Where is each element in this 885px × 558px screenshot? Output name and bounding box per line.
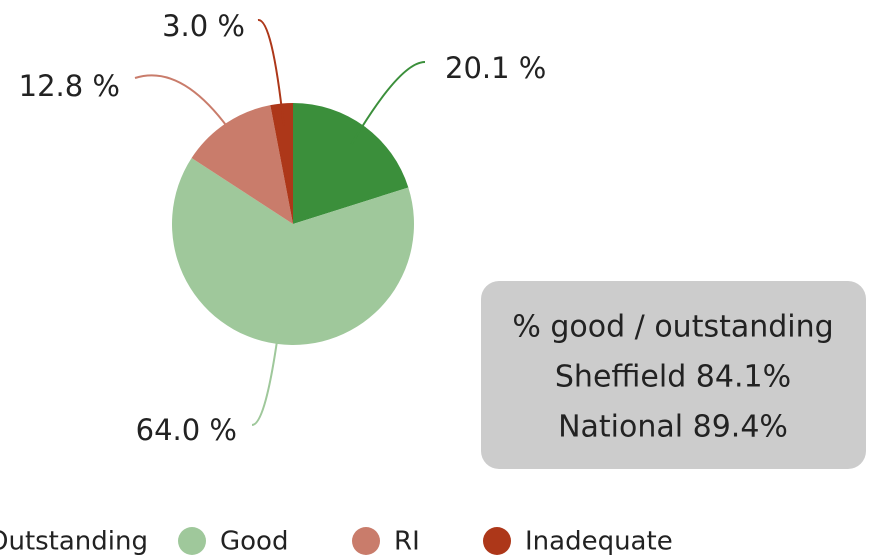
leader-line (350, 61, 426, 145)
pie-slice (171, 157, 414, 346)
legend-label: Good (220, 527, 288, 557)
annotation-line: Sheffield 84.1% (555, 360, 791, 395)
leader-line (134, 74, 239, 143)
data-label: 12.8 % (19, 69, 120, 103)
leader-line (251, 322, 281, 426)
data-label: 20.1 % (445, 51, 546, 85)
pie-slice (270, 103, 293, 224)
pie-slice (191, 105, 293, 224)
leader-line (257, 19, 285, 126)
data-label: 64.0 % (136, 413, 237, 447)
legend-swatch (483, 527, 511, 555)
annotation-box (481, 281, 866, 469)
legend-label: RI (394, 527, 420, 557)
legend-label: Outstanding (0, 527, 148, 557)
annotation-line: National 89.4% (558, 410, 788, 445)
legend-swatch (178, 527, 206, 555)
pie-slice (293, 103, 409, 224)
annotation-line: % good / outstanding (512, 310, 833, 345)
legend-label: Inadequate (525, 527, 673, 557)
data-label: 3.0 % (162, 9, 245, 43)
legend-swatch (352, 527, 380, 555)
